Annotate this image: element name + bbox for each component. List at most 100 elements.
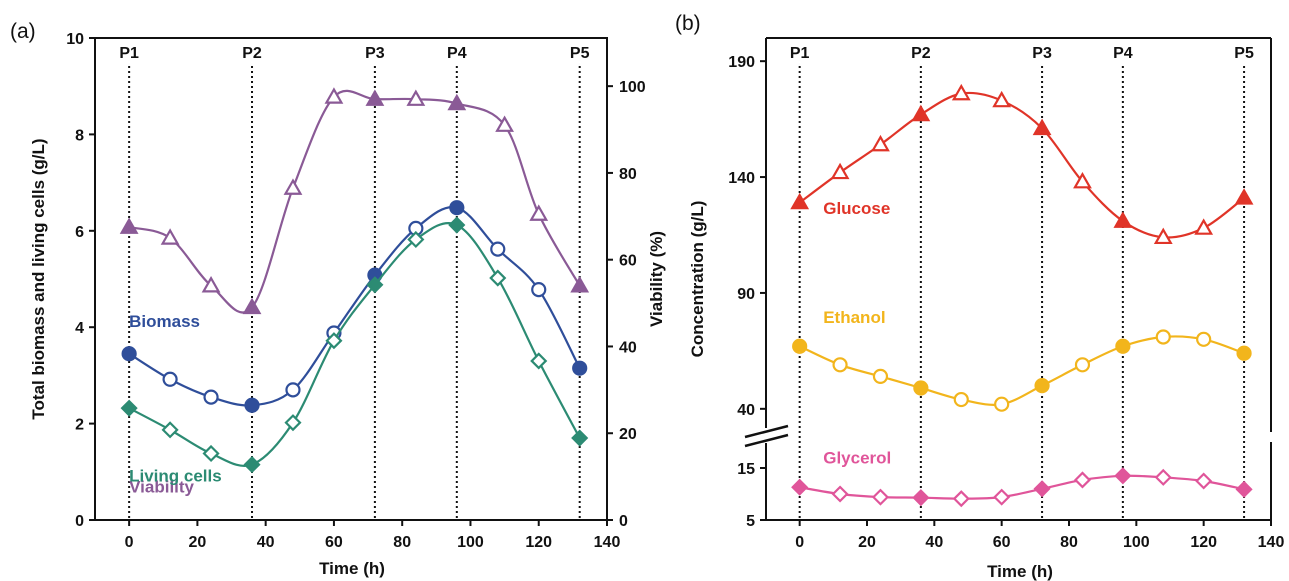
point-viability [242,297,262,315]
phase-label-p1: P1 [119,45,139,62]
point-living-cells [489,269,507,287]
series-label-ethanol: Ethanol [823,308,885,327]
point-viability [447,93,467,111]
y2-tick-label: 100 [619,79,646,96]
point-biomass [531,282,547,298]
series-label-living-cells: Living cells [129,466,222,485]
point-glycerol [993,488,1011,506]
point-biomass [121,346,137,362]
x-tick-label: 40 [257,534,275,551]
point-glycerol [1114,467,1132,485]
panel-b-label: (b) [675,12,701,35]
y-tick-label: 90 [737,286,755,303]
point-glycerol [1073,471,1092,489]
x-tick-label: 120 [1190,534,1217,551]
point-living-cells [448,216,466,234]
point-ethanol [1034,378,1050,394]
point-viability [529,204,549,221]
point-biomass [162,371,178,387]
point-living-cells [366,276,384,294]
x-tick-label: 80 [1060,534,1078,551]
panel-b: (b) P1 P2 P3 P4 P5 0 20 40 60 80 100 120 140 40 90 140… [675,12,1284,581]
point-biomass [285,382,301,398]
x-tick-label: 60 [325,534,343,551]
phase-label-p4: P4 [447,45,467,62]
point-ethanol [1236,345,1252,361]
panel-a-y2-axis-title: Viability (%) [647,231,666,327]
x-tick-label: 60 [993,534,1011,551]
x-tick-label: 100 [1123,534,1150,551]
x-tick-label: 140 [1258,534,1285,551]
y-tick-label: 5 [746,513,755,530]
x-tick-label: 80 [393,534,411,551]
y2-tick-label: 0 [619,513,628,530]
x-tick-label: 120 [525,534,552,551]
point-biomass [449,200,465,216]
y-tick-label: 15 [737,461,755,478]
axis-break-mark-upper [744,424,789,439]
series-label-glucose: Glucose [823,199,890,218]
series-line-glycerol [799,474,1245,500]
point-viability [365,89,385,106]
panel-b-phase-lines: P1 P2 P3 P4 P5 [790,45,1254,520]
panel-b-series [790,83,1254,508]
point-viability [119,217,139,234]
series-label-viability: Viability [129,478,194,497]
point-living-cells [243,456,261,474]
point-glycerol [952,490,970,508]
series-glucose [790,83,1254,245]
point-ethanol [1074,357,1091,373]
x-tick-label: 0 [125,534,134,551]
point-glycerol [1235,480,1253,498]
point-biomass [203,389,219,405]
point-ethanol [953,391,969,408]
point-living-cells [407,230,425,249]
point-living-cells [530,352,548,370]
series-glycerol [791,467,1253,508]
point-glucose [1234,188,1254,205]
axis-break-mark-lower [744,433,789,448]
series-label-glycerol: Glycerol [823,448,891,467]
panel-a-phase-lines: P1 P2 P3 P4 P5 [119,45,590,520]
series-ethanol [792,329,1252,412]
panel-b-series-labels: Glucose Ethanol Glycerol [823,199,891,467]
panel-b-x-axis-title: Time (h) [987,562,1053,581]
panel-a-x-axis-title: Time (h) [319,559,385,578]
x-tick-label: 100 [457,534,484,551]
point-glycerol [831,485,849,503]
panel-a-y-axis-title: Total biomass and living cells (g/L) [29,138,48,419]
point-ethanol [832,357,848,373]
y2-tick-label: 20 [619,426,637,443]
point-glycerol [1195,472,1213,490]
point-biomass [244,397,260,413]
point-biomass [572,360,588,376]
point-living-cells [325,332,343,350]
phase-label-p3: P3 [1032,45,1052,62]
point-glucose [1194,218,1214,235]
y-tick-label: 8 [75,127,84,144]
point-viability [324,87,344,104]
phase-label-p2: P2 [242,45,262,62]
point-glucose [992,90,1012,108]
series-label-biomass: Biomass [129,312,200,331]
point-glucose [790,192,810,210]
y-tick-label: 0 [75,513,84,530]
panel-b-y-axis-title: Concentration (g/L) [688,201,707,358]
point-viability [570,276,590,293]
y2-tick-label: 40 [619,339,637,356]
point-ethanol [994,396,1010,412]
point-living-cells [161,421,179,439]
series-biomass [121,200,588,413]
y-tick-label: 4 [75,320,84,337]
point-biomass [490,241,506,257]
phase-label-p3: P3 [365,45,385,62]
point-viability [495,115,514,132]
point-glycerol [1154,468,1172,486]
point-ethanol [1196,331,1212,347]
series-line-living-cells [128,222,581,467]
y-tick-label: 2 [75,417,84,434]
point-glucose [1113,211,1133,228]
phase-label-p5: P5 [1234,45,1254,62]
